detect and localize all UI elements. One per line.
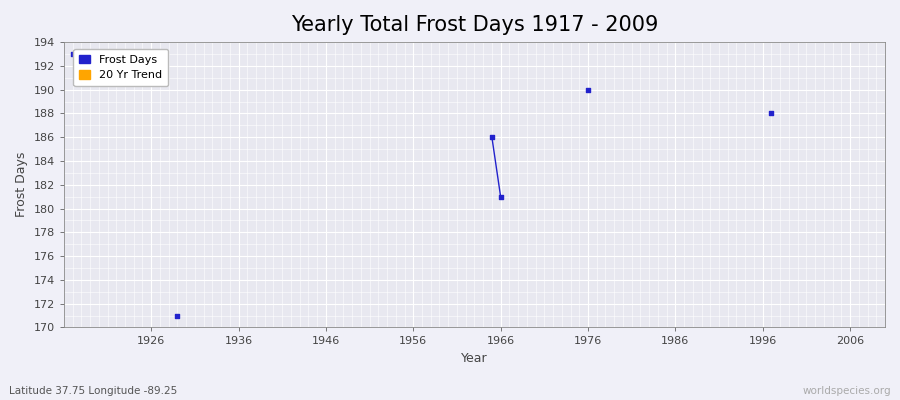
Text: worldspecies.org: worldspecies.org: [803, 386, 891, 396]
Point: [580, 86, 595, 93]
Point: [485, 134, 500, 140]
X-axis label: Year: Year: [461, 352, 488, 365]
Point: [66, 51, 80, 57]
Y-axis label: Frost Days: Frost Days: [15, 152, 28, 218]
Title: Yearly Total Frost Days 1917 - 2009: Yearly Total Frost Days 1917 - 2009: [291, 15, 658, 35]
Point: [170, 312, 184, 319]
Legend: Frost Days, 20 Yr Trend: Frost Days, 20 Yr Trend: [74, 49, 167, 86]
Point: [493, 194, 508, 200]
Point: [764, 110, 778, 117]
Text: Latitude 37.75 Longitude -89.25: Latitude 37.75 Longitude -89.25: [9, 386, 177, 396]
